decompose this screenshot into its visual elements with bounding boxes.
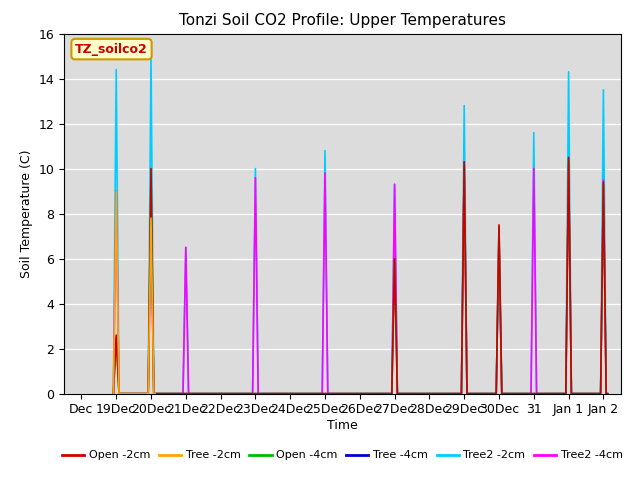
Y-axis label: Soil Temperature (C): Soil Temperature (C) — [20, 149, 33, 278]
Text: TZ_soilco2: TZ_soilco2 — [75, 43, 148, 56]
Title: Tonzi Soil CO2 Profile: Upper Temperatures: Tonzi Soil CO2 Profile: Upper Temperatur… — [179, 13, 506, 28]
X-axis label: Time: Time — [327, 419, 358, 432]
Legend: Open -2cm, Tree -2cm, Open -4cm, Tree -4cm, Tree2 -2cm, Tree2 -4cm: Open -2cm, Tree -2cm, Open -4cm, Tree -4… — [58, 446, 627, 465]
